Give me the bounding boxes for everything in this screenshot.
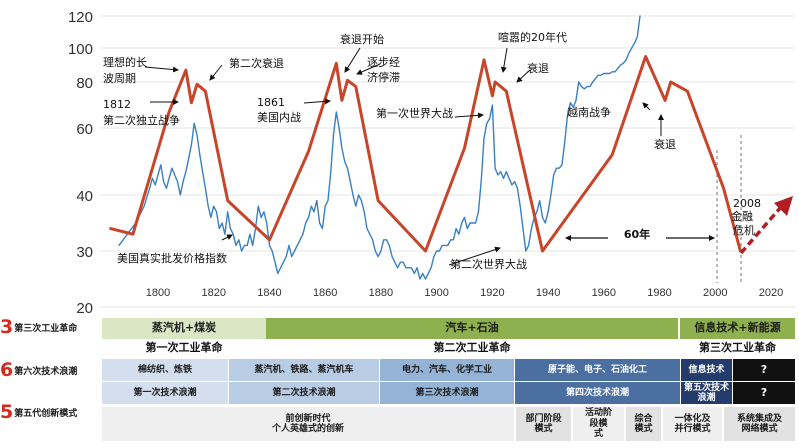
annotation-label: 衰退 [527,61,549,75]
annotations: 理想的长波周期1812第二次独立战争第二次衰退1861美国内战衰退开始逐步经济停… [103,30,761,271]
annotation-label: 1812 [103,98,131,111]
annotation-arrow [144,66,179,73]
annotation-arrow [454,112,484,119]
band-tech-2: 蒸汽机、铁路、蒸汽机车 [229,359,380,381]
annotation-label: 喧嚣的20年代 [498,30,567,44]
band-steam-coal: 蒸汽机+煤炭 [102,318,266,339]
band-wave-4: 第四次技术浪潮 [515,382,681,404]
annotation-label: 美国真实批发价格指数 [117,251,227,265]
annotation-label: 理想的长 [103,55,147,69]
x-axis-ticks: 1800 1820 1840 1860 1880 1900 1920 1940 1960 1980… [146,287,783,299]
annotation-arrows [144,47,715,266]
band-wave-1: 第一次技术浪潮 [102,382,229,404]
band-tech-3: 电力、汽车、化学工业 [380,359,515,381]
x-tick-label: 1820 [201,287,225,299]
y-tick-label: 20 [76,300,93,313]
y-tick-label: 120 [68,9,93,26]
long-wave-chart: 20 30 40 60 80 100 120 1800 1820 1840 1860 1880 190… [68,9,795,313]
annotation-label: 金融 [731,209,753,223]
annotation-arrow [500,47,508,73]
x-tick-label: 1800 [146,287,170,299]
annotation-label: 衰退开始 [340,32,384,46]
band-mode-2: 部门阶段 模式 [516,407,571,441]
annotation-arrow [516,69,531,83]
row-number: 3 [0,315,14,338]
band-first-revolution: 第一次工业革命 [102,339,266,357]
y-tick-label: 30 [76,244,93,261]
annotation-label: 第二次衰退 [229,56,284,70]
row-label-text: 第三次工业革命 [14,323,78,334]
band-mode-5: 一体化及 并行模式 [663,407,722,441]
annotation-label: 越南战争 [567,105,611,119]
annotation-arrow [221,234,233,241]
band-it-energy: 信息技术+新能源 [680,318,795,339]
series-line-price-index [118,15,641,280]
y-tick-label: 80 [76,75,93,92]
x-tick-label: 1880 [369,287,393,299]
annotation-arrow [356,63,381,75]
future-trend-arrow [739,205,783,255]
annotation-label: 2008 [733,197,761,210]
annotation-label: 济停滞 [367,70,400,84]
y-tick-label: 60 [76,121,93,138]
annotation-label: 第一次世界大战 [376,106,453,120]
row-label-text: 第五代创新模式 [14,408,78,419]
future-trend-arrowhead [774,196,793,216]
x-tick-label: 2020 [759,287,783,299]
annotation-arrow [303,98,331,105]
band-mode-3: 活动阶 段模 式 [573,407,624,441]
x-tick-label: 1960 [592,287,616,299]
band-second-revolution: 第二次工业革命 [266,339,678,357]
band-tech-1: 棉纺织、炼铁 [102,359,229,381]
annotation-arrow [448,246,501,266]
annotation-arrow [344,47,361,73]
band-wave-6: ? [733,382,795,404]
band-third-revolution: 第三次工业革命 [680,339,795,357]
annotation-arrow [209,64,223,81]
row-label-innovation: 5 第五代创新模式 [0,401,100,423]
annotation-label: 衰退 [654,137,676,151]
annotation-label: 波周期 [103,72,136,85]
x-tick-label: 1900 [424,287,448,299]
annotation-label: 美国内战 [257,110,301,124]
series-line-long-wave [109,55,742,253]
band-mode-4: 综合 模式 [626,407,661,441]
y-axis-ticks: 20 30 40 60 80 100 120 [68,9,93,313]
annotation-label: 60年 [624,227,650,241]
band-auto-oil: 汽车+石油 [266,318,678,339]
row-label-tech: 6 第六次技术浪潮 [0,359,100,381]
band-mode-6: 系统集成及 网络模式 [724,407,795,441]
row-number: 5 [0,400,14,423]
x-tick-label: 1860 [313,287,337,299]
band-wave-2: 第二次技术浪潮 [229,382,380,404]
y-tick-label: 100 [68,41,93,58]
annotation-label: 1861 [257,96,285,109]
band-wave-3: 第三次技术浪潮 [380,382,515,404]
annotation-label: 危机 [733,223,755,237]
band-mode-1: 前创新时代 个人英雄式的创新 [102,407,514,441]
band-wave-5: 第五次技术浪潮 [681,382,733,404]
row-number: 6 [0,358,14,381]
row-label-industrial: 3 第三次工业革命 [0,317,100,337]
band-tech-5: 信息技术 [681,359,733,381]
x-tick-label: 1920 [480,287,504,299]
row-label-text: 第六次技术浪潮 [14,366,78,377]
x-tick-label: 1840 [257,287,281,299]
band-tech-4: 原子能、电子、石油化工 [515,359,681,381]
annotation-arrow [642,102,651,111]
x-tick-label: 1940 [536,287,560,299]
band-tech-6: ? [733,359,795,381]
annotation-label: 第二次独立战争 [103,113,180,127]
annotation-label: 第二次世界大战 [450,257,527,271]
y-tick-label: 40 [76,188,93,205]
x-tick-label: 1980 [647,287,671,299]
series-group [109,15,742,280]
x-tick-label: 2000 [703,287,727,299]
